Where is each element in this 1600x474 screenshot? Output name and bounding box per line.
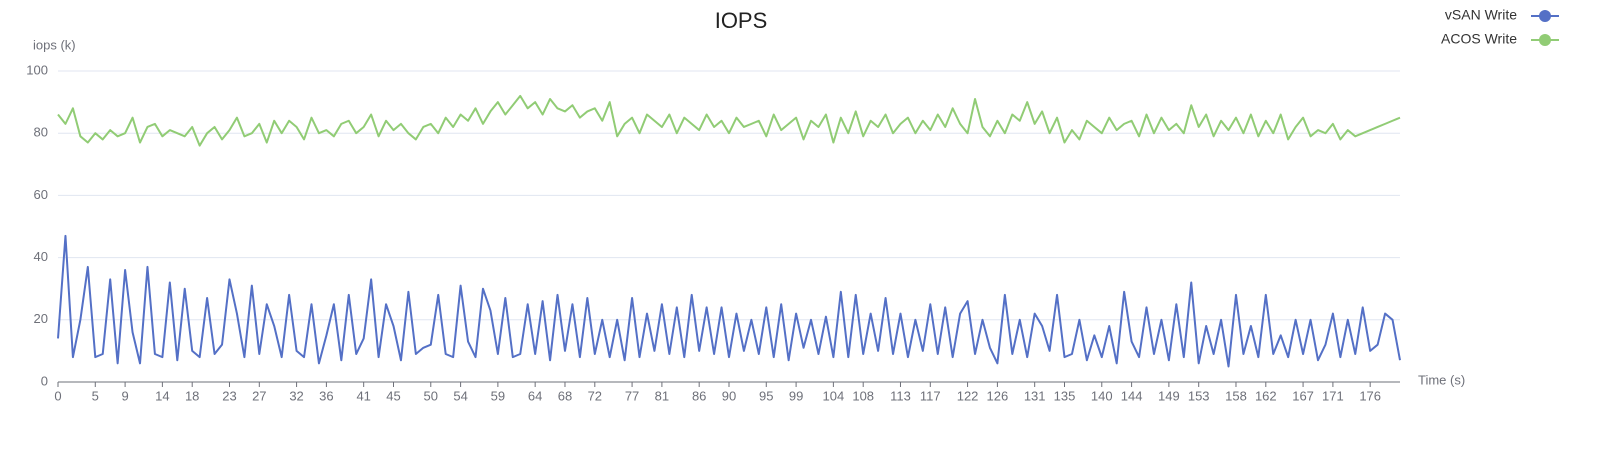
legend-label: vSAN Write bbox=[1445, 7, 1517, 23]
x-tick-label: 36 bbox=[319, 388, 333, 403]
x-tick-label: 171 bbox=[1322, 388, 1344, 403]
x-tick-label: 23 bbox=[222, 388, 236, 403]
x-tick-label: 140 bbox=[1091, 388, 1113, 403]
x-tick-label: 68 bbox=[558, 388, 572, 403]
y-tick-label: 80 bbox=[34, 125, 48, 140]
x-tick-label: 153 bbox=[1188, 388, 1210, 403]
x-tick-label: 50 bbox=[424, 388, 438, 403]
y-tick-label: 60 bbox=[34, 187, 48, 202]
x-tick-label: 32 bbox=[289, 388, 303, 403]
x-tick-label: 144 bbox=[1121, 388, 1143, 403]
legend-icon-dot bbox=[1539, 10, 1551, 22]
x-tick-label: 0 bbox=[54, 388, 61, 403]
y-tick-label: 20 bbox=[34, 311, 48, 326]
x-tick-label: 86 bbox=[692, 388, 706, 403]
x-tick-label: 54 bbox=[453, 388, 467, 403]
x-tick-label: 95 bbox=[759, 388, 773, 403]
x-tick-label: 72 bbox=[588, 388, 602, 403]
x-tick-label: 64 bbox=[528, 388, 542, 403]
x-axis-label: Time (s) bbox=[1418, 372, 1465, 387]
y-tick-label: 0 bbox=[41, 373, 48, 388]
chart-title: IOPS bbox=[715, 8, 768, 33]
y-tick-label: 100 bbox=[26, 62, 48, 77]
x-tick-label: 90 bbox=[722, 388, 736, 403]
data-line bbox=[57, 234, 1401, 368]
x-tick-label: 158 bbox=[1225, 388, 1247, 403]
x-tick-label: 81 bbox=[655, 388, 669, 403]
x-tick-label: 135 bbox=[1054, 388, 1076, 403]
x-tick-label: 162 bbox=[1255, 388, 1277, 403]
x-tick-label: 108 bbox=[852, 388, 874, 403]
data-line bbox=[57, 94, 1401, 147]
x-tick-label: 176 bbox=[1359, 388, 1381, 403]
x-tick-label: 77 bbox=[625, 388, 639, 403]
x-tick-label: 27 bbox=[252, 388, 266, 403]
x-tick-label: 122 bbox=[957, 388, 979, 403]
x-tick-label: 117 bbox=[920, 388, 941, 403]
x-tick-label: 99 bbox=[789, 388, 803, 403]
y-axis-label: iops (k) bbox=[33, 37, 76, 52]
x-tick-label: 9 bbox=[121, 388, 128, 403]
x-tick-label: 113 bbox=[890, 388, 911, 403]
x-tick-label: 131 bbox=[1024, 388, 1046, 403]
x-tick-label: 45 bbox=[386, 388, 400, 403]
y-tick-label: 40 bbox=[34, 249, 48, 264]
x-tick-label: 18 bbox=[185, 388, 199, 403]
x-tick-label: 41 bbox=[356, 388, 370, 403]
x-tick-label: 104 bbox=[823, 388, 845, 403]
legend-icon-dot bbox=[1539, 34, 1551, 46]
x-tick-label: 14 bbox=[155, 388, 169, 403]
x-tick-label: 5 bbox=[92, 388, 99, 403]
x-tick-label: 149 bbox=[1158, 388, 1180, 403]
x-tick-label: 126 bbox=[987, 388, 1009, 403]
x-tick-label: 167 bbox=[1292, 388, 1314, 403]
legend-label: ACOS Write bbox=[1441, 31, 1517, 47]
x-tick-label: 59 bbox=[491, 388, 505, 403]
